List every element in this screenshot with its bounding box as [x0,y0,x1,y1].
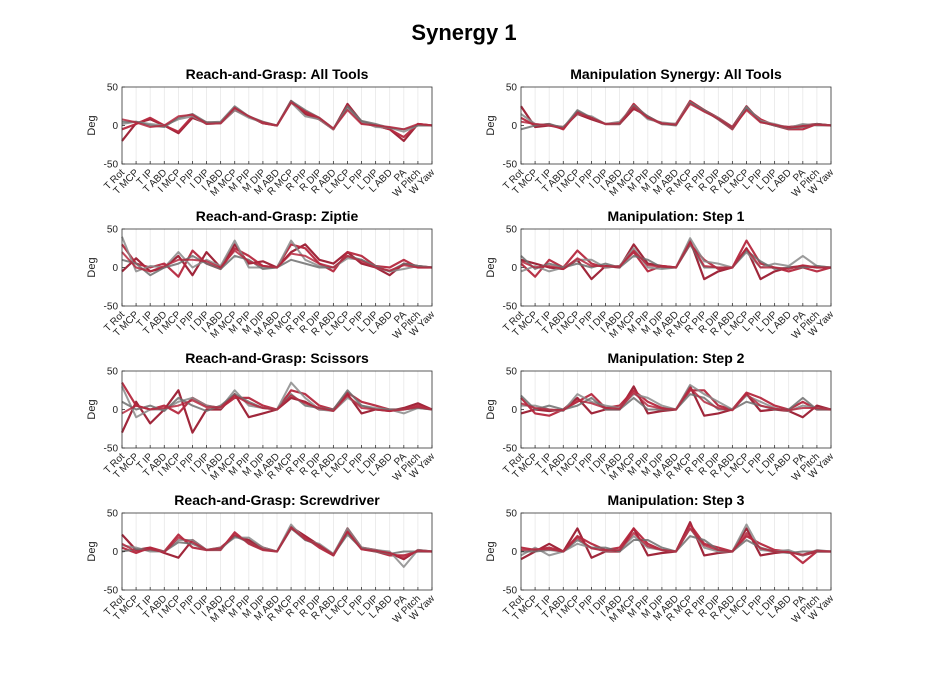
y-tick-label: -50 [104,586,119,597]
y-tick-label: -50 [503,586,518,597]
figure-title: Synergy 1 [411,20,516,45]
y-tick-label: -50 [503,302,518,313]
y-tick-label: 0 [511,263,517,274]
y-tick-label: 50 [107,509,119,520]
y-tick-label: 0 [112,405,118,416]
y-axis-label: Deg [485,541,497,561]
y-tick-label: 50 [107,367,119,378]
y-axis-label: Deg [485,399,497,419]
subplot-title: Manipulation: Step 2 [608,350,745,366]
y-tick-label: 50 [506,83,518,94]
y-tick-label: -50 [503,444,518,455]
y-tick-label: 0 [112,121,118,132]
y-axis-label: Deg [86,257,98,277]
subplot-title: Manipulation: Step 3 [608,492,745,508]
series-line-5 [121,394,433,415]
y-tick-label: 0 [511,405,517,416]
y-axis-label: Deg [86,115,98,135]
y-axis-label: Deg [485,257,497,277]
y-tick-label: -50 [104,444,119,455]
series-line-5 [520,386,832,412]
y-tick-label: 50 [107,225,119,236]
y-tick-label: 50 [506,225,518,236]
series-line-5 [520,102,832,130]
y-tick-label: 50 [107,83,119,94]
subplot-title: Reach-and-Grasp: All Tools [186,66,369,82]
series-line-5 [520,241,831,270]
subplot-title: Reach-and-Grasp: Screwdriver [174,492,380,508]
series-line-5 [121,249,432,273]
y-tick-label: -50 [503,160,518,171]
series-line-5 [121,526,433,559]
series-line-5 [121,101,433,131]
subplot-title: Manipulation: Step 1 [608,208,745,224]
y-tick-label: -50 [104,160,119,171]
y-axis-label: Deg [86,541,98,561]
y-tick-label: 0 [511,121,517,132]
subplot-title: Reach-and-Grasp: Ziptie [196,208,359,224]
y-tick-label: -50 [104,302,119,313]
subplot-title: Reach-and-Grasp: Scissors [185,350,369,366]
y-axis-label: Deg [485,115,497,135]
y-tick-label: 0 [112,263,118,274]
subplot-2: Manipulation Synergy: All Tools -50 0 50 Deg… [485,66,837,199]
y-tick-label: 0 [511,547,517,558]
y-tick-label: 0 [112,547,118,558]
y-tick-label: 50 [506,367,518,378]
y-tick-label: 50 [506,509,518,520]
subplot-title: Manipulation Synergy: All Tools [570,66,782,82]
y-axis-label: Deg [86,399,98,419]
series-line-5 [520,527,832,556]
